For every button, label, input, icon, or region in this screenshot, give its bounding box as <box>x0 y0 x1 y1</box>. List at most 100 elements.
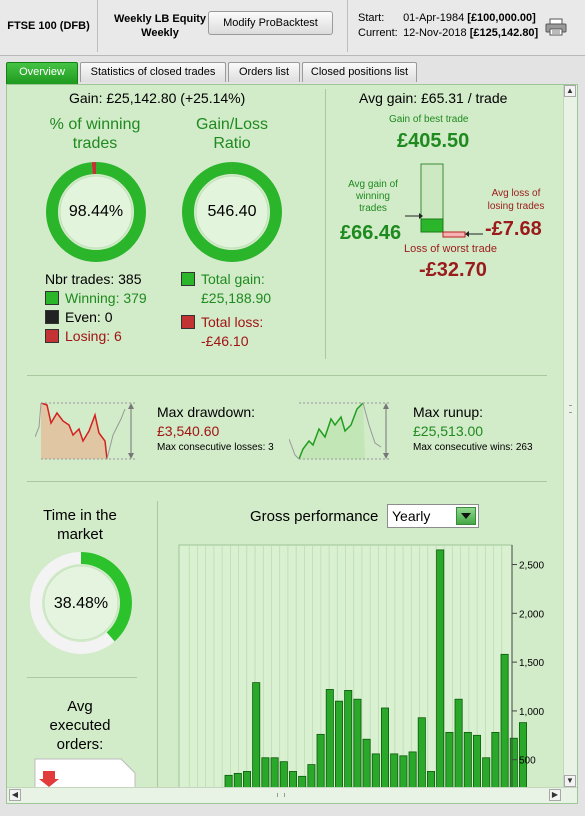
gross-performance-chart: 2,500 2,000 1,500 1,000 500 <box>178 544 544 789</box>
performance-bar <box>243 771 252 789</box>
section-divider <box>325 89 326 359</box>
performance-bar <box>482 757 491 789</box>
avg-win-label-line2: winning <box>356 191 390 202</box>
performance-bar <box>417 717 426 789</box>
performance-bar <box>233 772 242 789</box>
hscroll-thumb-grip[interactable] <box>277 793 285 797</box>
max-drawdown-value: £3,540.60 <box>157 423 220 439</box>
performance-bar <box>270 757 279 789</box>
max-runup-sparkline <box>289 402 389 460</box>
total-gain-label: Total gain: <box>181 271 265 287</box>
vertical-scrollbar[interactable]: ▲ ▼ <box>563 85 577 787</box>
performance-bar <box>344 690 353 789</box>
winning-trades-percent: 98.44% <box>68 203 124 220</box>
avg-gain-per-trade: Avg gain: £65.31 / trade <box>359 90 507 106</box>
performance-bar <box>390 753 399 789</box>
performance-bar <box>279 761 288 789</box>
worst-trade-value: -£32.70 <box>419 259 487 281</box>
performance-bar <box>472 734 481 789</box>
backtest-dates: Start: 01-Apr-1984 [£100,000.00] Current… <box>350 0 550 52</box>
total-loss-legend-icon <box>181 315 195 329</box>
current-row: Current: 12-Nov-2018 [£125,142.80] <box>358 27 538 39</box>
y-tick-label: 2,500 <box>519 561 544 572</box>
strategy-name: Weekly LB Equity Weekly <box>106 12 214 40</box>
avg-win-label-line3: trades <box>359 203 387 214</box>
performance-bar <box>500 653 509 789</box>
total-gain-summary: Gain: £25,142.80 (+25.14%) <box>69 90 246 106</box>
chevron-down-icon[interactable] <box>456 507 476 525</box>
worst-trade-label: Loss of worst trade <box>404 243 497 255</box>
max-runup-value: £25,513.00 <box>413 423 484 439</box>
current-date: 12-Nov-2018 <box>403 27 467 39</box>
scroll-right-icon[interactable]: ▶ <box>549 789 561 801</box>
performance-bar <box>261 757 270 789</box>
avg-executed-orders-title: Avg executed orders: <box>27 697 133 754</box>
performance-bar <box>380 707 389 789</box>
max-drawdown-label: Max drawdown: <box>157 404 256 420</box>
y-tick-label: 500 <box>519 756 536 767</box>
avg-losing-label: Avg loss of losing trades <box>485 187 547 213</box>
avg-winning-value: £66.46 <box>340 222 402 244</box>
max-consecutive-wins: Max consecutive wins: 263 <box>413 442 533 453</box>
printer-icon[interactable] <box>545 18 567 36</box>
even-label: Even: 0 <box>65 309 113 325</box>
tab-overview[interactable]: Overview <box>6 62 78 84</box>
ratio-title-line2: Ratio <box>213 135 251 152</box>
divider-2 <box>27 481 547 482</box>
performance-bar <box>491 731 500 789</box>
strategy-timeframe: Weekly <box>141 27 179 39</box>
y-tick-label: 2,000 <box>519 609 544 620</box>
instrument-name: FTSE 100 (DFB) <box>0 0 98 52</box>
scroll-thumb-grip[interactable] <box>569 405 572 413</box>
ratio-title-line1: Gain/Loss <box>195 116 269 133</box>
total-gain-text: Total gain: <box>201 271 265 287</box>
tab-closed-positions-list[interactable]: Closed positions list <box>302 62 417 82</box>
performance-bar <box>307 764 316 789</box>
performance-bar <box>316 733 325 789</box>
best-trade-label: Gain of best trade <box>389 114 469 125</box>
period-select[interactable]: Yearly <box>387 504 479 528</box>
performance-bar <box>325 689 334 789</box>
orders-document-icon <box>34 758 136 789</box>
best-trade-value: £405.50 <box>397 130 470 152</box>
current-capital: [£125,142.80] <box>469 27 539 39</box>
tab-statistics-of-closed-trades[interactable]: Statistics of closed trades <box>80 62 226 82</box>
avg-win-label-line1: Avg gain of <box>348 179 398 190</box>
modify-probacktest-button[interactable]: Modify ProBacktest <box>208 11 333 35</box>
total-gain-value: £25,188.90 <box>201 290 272 306</box>
gross-performance-title: Gross performance <box>250 508 379 525</box>
performance-bar <box>371 753 380 789</box>
winning-label: Winning: 379 <box>65 290 147 306</box>
strategy-name-line1: Weekly LB Equity <box>113 13 207 25</box>
scroll-up-icon[interactable]: ▲ <box>564 85 576 97</box>
start-row: Start: 01-Apr-1984 [£100,000.00] <box>358 12 536 24</box>
performance-bar <box>436 549 445 789</box>
max-drawdown-sparkline <box>35 402 135 460</box>
performance-bar <box>334 700 343 789</box>
performance-bar <box>445 731 454 789</box>
toolbar: FTSE 100 (DFB) Weekly LB Equity Weekly M… <box>0 0 585 56</box>
avg-loss-label-line1: Avg loss of <box>491 188 541 199</box>
losing-legend-icon <box>45 329 59 343</box>
losing-label: Losing: 6 <box>65 328 122 344</box>
winning-legend-icon <box>45 291 59 305</box>
winning-trades-title: % of winning trades <box>35 115 155 153</box>
horizontal-scrollbar[interactable]: ◀ ▶ <box>7 787 577 803</box>
tab-orders-list[interactable]: Orders list <box>228 62 300 82</box>
total-loss-text: Total loss: <box>201 314 264 330</box>
total-loss-label: Total loss: <box>181 314 263 330</box>
scroll-left-icon[interactable]: ◀ <box>9 789 21 801</box>
scroll-down-icon[interactable]: ▼ <box>564 775 576 787</box>
performance-bar <box>289 771 298 789</box>
section-divider-2 <box>157 501 158 791</box>
orders-title-line2: executed <box>49 717 111 734</box>
winning-trades-count: Winning: 379 <box>45 290 147 306</box>
gain-loss-ratio-gauge <box>182 162 282 262</box>
performance-bar <box>454 698 463 789</box>
avg-gain-diagram <box>405 163 483 238</box>
time-in-market-title: Time in the market <box>27 506 133 544</box>
performance-bar <box>362 738 371 789</box>
performance-bar <box>518 722 527 789</box>
gain-loss-ratio-title: Gain/Loss Ratio <box>172 115 292 153</box>
winning-title-line1: % of winning <box>49 116 141 133</box>
